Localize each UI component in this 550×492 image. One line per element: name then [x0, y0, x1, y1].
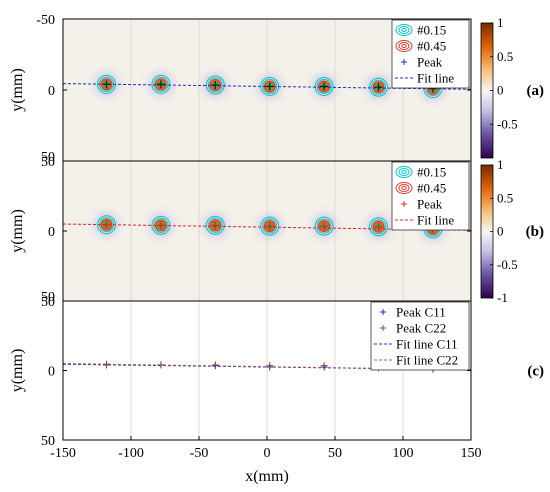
legend-contour-icon	[398, 184, 410, 192]
colorbar-tick-label: 0	[497, 224, 504, 239]
y-axis-label: y(mm)	[9, 68, 26, 112]
x-tick-label: 100	[393, 446, 414, 461]
y-tick-label: 50	[41, 150, 55, 165]
contour-015	[371, 219, 387, 235]
legend-contour-icon	[401, 44, 407, 48]
colorbar-tick-label: 0	[497, 83, 504, 98]
contour-015	[207, 77, 223, 93]
colorbar-tick-label: -0.5	[497, 116, 518, 131]
panel-1: -50 0 50 y(mm) (a) 1 0.5 0 -0.5 #0.15#0.45PeakFit…	[9, 13, 544, 170]
y-tick-label: 0	[48, 225, 55, 240]
y-tick-label: 0	[48, 84, 55, 99]
x-axis-label: x(mm)	[245, 468, 289, 485]
contour-045	[209, 79, 222, 92]
contour-045	[372, 220, 385, 233]
contour-045	[209, 219, 222, 232]
contour-015	[205, 75, 225, 95]
contour-015	[316, 78, 332, 94]
colorbar-tick-label: -1	[497, 290, 508, 305]
legend-entry: Fit line C22	[396, 353, 458, 368]
contour-015	[207, 217, 223, 233]
legend-contour-icon	[398, 26, 410, 34]
y-tick-label: 50	[41, 434, 55, 449]
contour-015	[262, 78, 278, 94]
y-tick-label: 50	[41, 295, 55, 310]
colorbar-tick-label: 1	[497, 15, 504, 30]
legend-contour-icon	[398, 168, 410, 176]
colorbar-tick-label: 0.5	[497, 190, 513, 205]
contour-015	[371, 79, 387, 95]
colorbar-tick-label: -0.5	[497, 257, 518, 272]
legend-entry: Peak	[417, 55, 443, 70]
legend-contour-icon	[398, 42, 410, 50]
y-tick-label: 0	[48, 365, 55, 380]
x-tick-label: -100	[118, 446, 144, 461]
y-tick-label: 50	[41, 155, 55, 170]
legend-entry: Fit line	[417, 71, 454, 86]
legend-entry: Peak	[417, 197, 443, 212]
y-axis-label: y(mm)	[9, 349, 26, 393]
contour-045	[154, 78, 167, 91]
legend-contour-icon	[395, 166, 413, 178]
legend-entry: #0.15	[417, 23, 446, 38]
legend-entry: #0.15	[417, 165, 446, 180]
contour-015	[369, 217, 389, 237]
contour-045	[318, 220, 331, 233]
y-tick-label: -50	[36, 13, 55, 28]
contour-045	[318, 80, 331, 93]
panel-2: 50 0 50 y(mm) (b) 1 0.5 0 -0.5 -1 #0.15#0.45PeakFi…	[9, 150, 544, 310]
colorbar-tick-label: 1	[497, 157, 504, 172]
contour-015	[314, 76, 334, 96]
contour-045	[100, 78, 113, 91]
x-tick-label: -150	[50, 446, 76, 461]
contour-015	[314, 216, 334, 236]
contour-015	[153, 76, 169, 92]
legend-entry: #0.45	[417, 181, 446, 196]
legend-box	[370, 301, 470, 371]
legend-entry: Fit line C11	[396, 337, 458, 352]
legend-contour-icon	[395, 24, 413, 36]
contour-045	[263, 220, 276, 233]
legend-entry: Peak C22	[396, 321, 446, 336]
legend-entry: #0.45	[417, 39, 446, 54]
y-axis-label: y(mm)	[9, 209, 26, 253]
panel-label: (b)	[526, 224, 544, 240]
colorbar-tick-label: 0.5	[497, 49, 513, 64]
legend-contour-icon	[401, 186, 407, 190]
x-tick-label: 50	[328, 446, 342, 461]
panel-label: (c)	[527, 364, 544, 380]
contour-045	[372, 81, 385, 94]
contour-015	[205, 215, 225, 235]
contour-015	[316, 218, 332, 234]
y-tick-label: 50	[41, 290, 55, 305]
contour-015	[262, 218, 278, 234]
x-tick-label: -50	[190, 446, 209, 461]
legend-entry: Fit line	[417, 213, 454, 228]
legend-contour-icon	[401, 28, 407, 32]
contour-045	[100, 218, 113, 231]
x-tick-label: 0	[264, 446, 271, 461]
x-tick-label: 150	[461, 446, 482, 461]
panel-label: (a)	[527, 83, 545, 99]
contour-015	[369, 77, 389, 97]
contour-015	[260, 216, 280, 236]
legend-contour-icon	[401, 170, 407, 174]
legend-contour-icon	[395, 40, 413, 52]
legend-contour-icon	[395, 182, 413, 194]
contour-015	[151, 74, 171, 94]
legend-entry: Peak C11	[396, 305, 446, 320]
